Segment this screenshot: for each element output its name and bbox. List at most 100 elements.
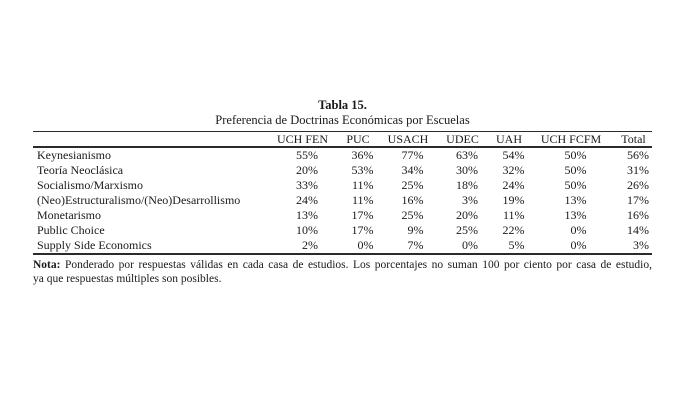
- value-cell: 0%: [527, 238, 615, 254]
- value-cell: 18%: [434, 178, 491, 193]
- value-cell: 22%: [491, 223, 527, 238]
- table-row: Socialismo/Marxismo 33% 11% 25% 18% 24% …: [33, 178, 652, 193]
- value: 5%: [508, 238, 525, 252]
- value: 0%: [357, 238, 374, 252]
- value: 13%: [564, 208, 587, 222]
- value: 25%: [456, 223, 478, 237]
- value: 17%: [351, 223, 374, 237]
- value-cell: 56%: [615, 147, 652, 163]
- value: 54%: [502, 148, 525, 162]
- value: 22%: [502, 223, 525, 237]
- value-cell: 7%: [382, 238, 434, 254]
- value-cell: 10%: [271, 223, 334, 238]
- value-cell: 17%: [334, 223, 382, 238]
- value-cell: 36%: [334, 147, 382, 163]
- value: 24%: [296, 193, 318, 207]
- value-cell: 24%: [491, 178, 527, 193]
- row-label: Monetarismo: [37, 208, 101, 222]
- value: 0%: [570, 238, 587, 252]
- value-cell: 9%: [382, 223, 434, 238]
- value-cell: 14%: [615, 223, 652, 238]
- value: 63%: [456, 148, 478, 162]
- value-cell: 33%: [271, 178, 334, 193]
- value-cell: 17%: [615, 193, 652, 208]
- column-header-usach: USACH: [387, 132, 429, 146]
- value-cell: 0%: [334, 238, 382, 254]
- table-block: Tabla 15. Preferencia de Doctrinas Econó…: [33, 97, 652, 286]
- value-cell: 50%: [527, 147, 615, 163]
- value: 13%: [296, 208, 318, 222]
- value-cell: 63%: [434, 147, 491, 163]
- value: 3%: [633, 238, 649, 252]
- row-label: (Neo)Estructuralismo/(Neo)Desarrollismo: [37, 193, 241, 207]
- value: 77%: [401, 148, 424, 162]
- table-subtitle: Preferencia de Doctrinas Económicas por …: [215, 113, 470, 127]
- value-cell: 3%: [434, 193, 491, 208]
- value-cell: 50%: [527, 163, 615, 178]
- value-cell: 5%: [491, 238, 527, 254]
- value: 33%: [296, 178, 318, 192]
- doctrines-table: UCH FEN PUC USACH UDEC UAH UCH FCFM Tota…: [33, 131, 652, 255]
- value: 53%: [351, 163, 374, 177]
- value: 50%: [564, 148, 587, 162]
- table-row: Monetarismo 13% 17% 25% 20% 11% 13% 16%: [33, 208, 652, 223]
- note-text-1: Ponderado por respuestas válidas en cada…: [60, 259, 652, 271]
- value-cell: 20%: [434, 208, 491, 223]
- value: 20%: [296, 163, 318, 177]
- column-header-udec: UDEC: [446, 132, 479, 146]
- value: 26%: [627, 178, 649, 192]
- value: 34%: [401, 163, 424, 177]
- value: 11%: [502, 208, 525, 222]
- value: 3%: [462, 193, 478, 207]
- value-cell: 77%: [382, 147, 434, 163]
- value-cell: 19%: [491, 193, 527, 208]
- value-cell: 31%: [615, 163, 652, 178]
- value-cell: 30%: [434, 163, 491, 178]
- value: 14%: [627, 223, 649, 237]
- row-label: Socialismo/Marxismo: [37, 178, 143, 192]
- row-label: Supply Side Economics: [37, 238, 152, 252]
- value: 17%: [351, 208, 374, 222]
- value: 24%: [502, 178, 525, 192]
- column-header-uch-fcfm: UCH FCFM: [540, 132, 602, 146]
- row-label: Public Choice: [37, 223, 105, 237]
- note-line-2: ya que respuestas múltiples son posibles…: [33, 273, 222, 285]
- value-cell: 53%: [334, 163, 382, 178]
- table-row: Supply Side Economics 2% 0% 7% 0% 5% 0% …: [33, 238, 652, 254]
- value: 16%: [401, 193, 424, 207]
- value-cell: 0%: [434, 238, 491, 254]
- value: 7%: [407, 238, 424, 252]
- table-row: Keynesianismo 55% 36% 77% 63% 54% 50% 56…: [33, 147, 652, 163]
- value-cell: 11%: [491, 208, 527, 223]
- value: 2%: [302, 238, 318, 252]
- value: 25%: [401, 178, 424, 192]
- value: 0%: [462, 238, 478, 252]
- column-header-total: Total: [621, 132, 646, 146]
- value-cell: 54%: [491, 147, 527, 163]
- value: 50%: [564, 163, 587, 177]
- column-header-empty: [33, 132, 271, 148]
- table-row: (Neo)Estructuralismo/(Neo)Desarrollismo …: [33, 193, 652, 208]
- value: 11%: [351, 178, 374, 192]
- table-row: Teoría Neoclásica 20% 53% 34% 30% 32% 50…: [33, 163, 652, 178]
- value: 20%: [456, 208, 478, 222]
- value-cell: 55%: [271, 147, 334, 163]
- value: 19%: [502, 193, 525, 207]
- note-label: Nota:: [33, 259, 61, 271]
- value: 36%: [351, 148, 374, 162]
- column-header-uch-fen: UCH FEN: [276, 132, 328, 146]
- value-cell: 32%: [491, 163, 527, 178]
- value: 18%: [456, 178, 478, 192]
- value-cell: 13%: [527, 193, 615, 208]
- row-label: Teoría Neoclásica: [37, 163, 124, 177]
- value: 30%: [456, 163, 478, 177]
- value: 10%: [296, 223, 318, 237]
- value: 56%: [627, 148, 649, 162]
- value-cell: 0%: [527, 223, 615, 238]
- value-cell: 16%: [382, 193, 434, 208]
- value-cell: 24%: [271, 193, 334, 208]
- value-cell: 2%: [271, 238, 334, 254]
- value: 31%: [627, 163, 649, 177]
- value: 50%: [564, 178, 587, 192]
- value: 13%: [564, 193, 587, 207]
